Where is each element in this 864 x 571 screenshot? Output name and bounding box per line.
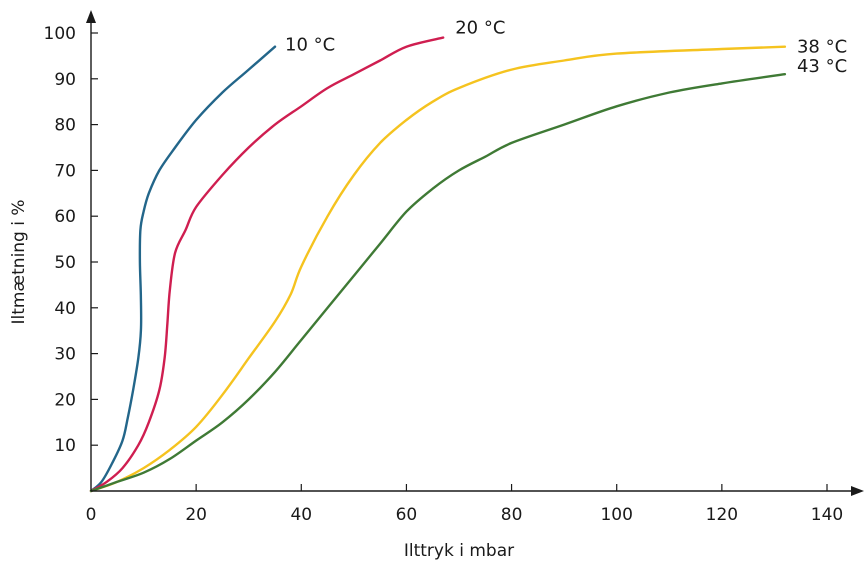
series-line — [89, 45, 277, 493]
y-tick-label: 20 — [54, 390, 76, 410]
x-axis-title: Ilttryk i mbar — [404, 541, 514, 561]
series-line — [89, 73, 787, 493]
y-tick-label: 60 — [54, 207, 76, 227]
y-tick-label: 40 — [54, 299, 76, 319]
curves-layer — [89, 36, 787, 493]
y-axis-arrow — [86, 10, 96, 23]
x-tick-label: 120 — [706, 505, 738, 525]
y-tick-label: 10 — [54, 436, 76, 456]
series-label: 43 °C — [797, 56, 847, 77]
x-tick-label: 0 — [86, 505, 97, 525]
x-tick-label: 140 — [811, 505, 843, 525]
y-axis-title: Iltmætning i % — [9, 199, 29, 324]
series-label: 38 °C — [797, 37, 847, 58]
series-labels-layer: 10 °C 20 °C 38 °C43 °C — [285, 18, 847, 78]
ticks-layer: 0 20 40 60 80 100 120 140 10 20 30 40 50 60 70 80 90 100 — [44, 24, 844, 525]
axes-layer — [86, 10, 864, 496]
y-tick-label: 90 — [54, 70, 76, 90]
y-tick-label: 70 — [54, 161, 76, 181]
x-tick-label: 40 — [290, 505, 312, 525]
y-tick-label: 80 — [54, 116, 76, 136]
x-tick-label: 100 — [600, 505, 632, 525]
series-line — [89, 45, 787, 493]
x-axis-arrow — [851, 486, 864, 496]
y-tick-label: 100 — [44, 24, 76, 44]
x-tick-label: 80 — [501, 505, 523, 525]
series-label: 20 °C — [455, 18, 505, 39]
series-label: 10 °C — [285, 35, 335, 56]
x-tick-label: 60 — [396, 505, 418, 525]
y-tick-label: 30 — [54, 345, 76, 365]
y-tick-label: 50 — [54, 253, 76, 273]
x-tick-label: 20 — [185, 505, 207, 525]
series-line — [89, 36, 445, 493]
